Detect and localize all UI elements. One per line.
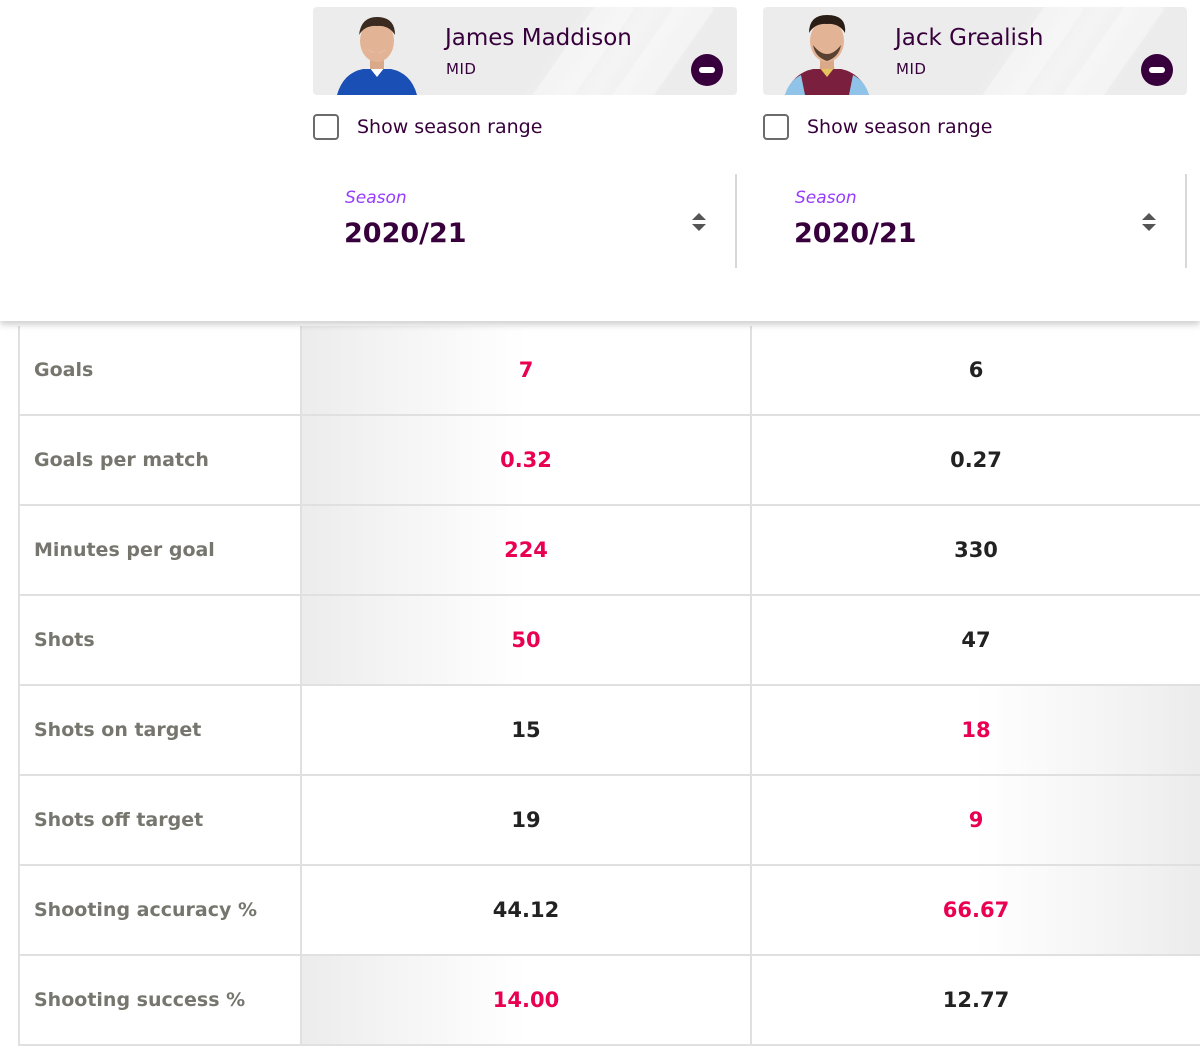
minus-circle-icon	[1149, 67, 1165, 73]
player-1-value: 0.32	[302, 416, 752, 504]
stat-label: Goals	[20, 326, 302, 414]
season-value: 2020/21	[794, 218, 917, 249]
player-2-value: 330	[954, 538, 998, 562]
stat-label: Goals per match	[20, 416, 302, 504]
comparison-header: James Maddison MID Show season range Sea…	[0, 0, 1200, 321]
player-2-value: 6	[968, 358, 984, 382]
player-2-value: 18	[752, 686, 1200, 774]
stat-label: Shots	[20, 596, 302, 684]
stat-row: Minutes per goal 224 330	[20, 506, 1200, 596]
player-1-value: 15	[302, 686, 752, 774]
player-position: MID	[446, 60, 477, 78]
season-select[interactable]: Season 2020/21	[313, 174, 737, 268]
stat-label: Shots off target	[20, 776, 302, 864]
player-2-value: 12.77	[942, 988, 1010, 1012]
stats-table: Goals 7 6 Goals per match 0.32 0.27 Minu…	[18, 326, 1200, 1046]
season-range-checkbox[interactable]	[763, 114, 789, 140]
player-2-value: 9	[752, 776, 1200, 864]
season-range-label: Show season range	[807, 116, 993, 138]
sort-arrows-icon	[1142, 213, 1156, 231]
season-label: Season	[345, 188, 407, 208]
stat-row: Shots 50 47	[20, 596, 1200, 686]
season-range-toggle[interactable]: Show season range	[313, 113, 542, 141]
column-divider	[735, 174, 737, 268]
season-value: 2020/21	[344, 218, 467, 249]
season-label: Season	[795, 188, 857, 208]
stat-row: Shots on target 15 18	[20, 686, 1200, 776]
player-1-value: 224	[302, 506, 752, 594]
stat-row: Shooting accuracy % 44.12 66.67	[20, 866, 1200, 956]
column-divider	[1185, 174, 1187, 268]
player-photo	[785, 15, 869, 95]
player-card: Jack Grealish MID	[763, 7, 1187, 95]
season-range-label: Show season range	[357, 116, 543, 138]
player-1-value: 50	[302, 596, 752, 684]
player-2-value: 47	[961, 628, 991, 652]
player-1-value: 14.00	[302, 956, 752, 1044]
player-card: James Maddison MID	[313, 7, 737, 95]
stat-row: Shots off target 19 9	[20, 776, 1200, 866]
stat-label: Minutes per goal	[20, 506, 302, 594]
player-1-value: 7	[302, 326, 752, 414]
stat-label: Shots on target	[20, 686, 302, 774]
season-range-checkbox[interactable]	[313, 114, 339, 140]
player-2-value: 66.67	[752, 866, 1200, 954]
player-photo	[337, 17, 417, 95]
player-2-value: 0.27	[950, 448, 1002, 472]
stat-label: Shooting accuracy %	[20, 866, 302, 954]
season-select[interactable]: Season 2020/21	[763, 174, 1187, 268]
remove-player-button[interactable]	[1141, 54, 1173, 86]
remove-player-button[interactable]	[691, 54, 723, 86]
player-position: MID	[896, 60, 927, 78]
stat-row: Goals 7 6	[20, 326, 1200, 416]
season-range-toggle[interactable]: Show season range	[763, 113, 992, 141]
player-1-value: 44.12	[302, 866, 752, 954]
stat-label: Shooting success %	[20, 956, 302, 1044]
card-decoration	[975, 7, 1085, 95]
minus-circle-icon	[699, 67, 715, 73]
sort-arrows-icon	[692, 213, 706, 231]
player-1-value: 19	[302, 776, 752, 864]
stat-row: Goals per match 0.32 0.27	[20, 416, 1200, 506]
card-decoration	[525, 7, 635, 95]
stat-row: Shooting success % 14.00 12.77	[20, 956, 1200, 1046]
player-name: Jack Grealish	[895, 25, 1044, 51]
player-name: James Maddison	[445, 25, 632, 51]
